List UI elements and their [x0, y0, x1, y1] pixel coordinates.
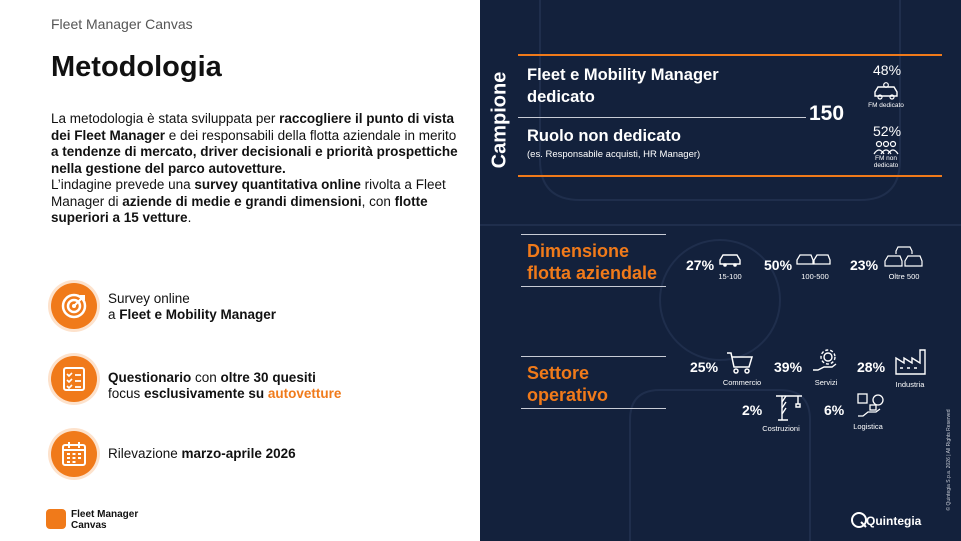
sector-pct-logistica: 6%: [824, 402, 845, 418]
fleet-caption-2: 100-500: [801, 272, 829, 281]
sector-bottom-line: [521, 408, 666, 409]
fleet-pct-1: 27%: [686, 257, 715, 273]
fleet-pct-2: 50%: [764, 257, 793, 273]
sector-caption-logistica: Logistica: [853, 422, 883, 431]
logo-icon: [46, 509, 66, 529]
sector-caption-commercio: Commercio: [722, 378, 762, 387]
sample-row2-sub: (es. Responsabile acquisti, HR Manager): [527, 149, 701, 160]
target-icon: [51, 283, 97, 329]
sample-row1-title: Fleet e Mobility Manager dedicato: [527, 66, 719, 106]
sample-top-line: [518, 54, 942, 56]
sector-caption-costruzioni: Costruzioni: [762, 424, 800, 433]
calendar-icon: [51, 431, 97, 477]
car-icon: [719, 254, 741, 267]
quintegia-brand: Quintegia: [866, 514, 922, 528]
left-panel: Fleet Manager Canvas Metodologia La meto…: [0, 0, 480, 541]
intro-paragraph: La metodologia è stata sviluppata per ra…: [51, 111, 458, 225]
gear-hand-icon: [813, 349, 837, 371]
people-icon: [873, 140, 899, 155]
factory-icon: [895, 349, 926, 375]
car-person-icon: [874, 82, 898, 100]
page-title: Metodologia: [51, 51, 222, 83]
feature-questionnaire: Questionario con oltre 30 quesiti focus …: [108, 370, 342, 401]
cart-icon: [727, 352, 754, 374]
sector-pct-industria: 28%: [857, 359, 886, 375]
feature-survey: Survey online a Fleet e Mobility Manager: [108, 291, 277, 322]
sample-row1-caption: FM dedicato: [868, 102, 904, 109]
copyright: © Quintegia S.p.a. 2026 | All Rights Res…: [946, 409, 952, 511]
crane-icon: [776, 395, 802, 421]
sector-caption-industria: Industria: [895, 380, 925, 389]
sample-row1-pct: 48%: [873, 62, 902, 78]
sector-title: Settore operativo: [527, 363, 609, 405]
sector-caption-servizi: Servizi: [814, 378, 838, 387]
eyebrow: Fleet Manager Canvas: [51, 16, 193, 32]
logo-text: Fleet Manager Canvas: [71, 509, 139, 531]
sample-row2-caption: FM non dedicato: [873, 155, 899, 169]
sample-total: 150: [809, 102, 845, 125]
fleet-bottom-line: [521, 286, 666, 287]
fleet-pct-3: 23%: [850, 257, 879, 273]
right-panel: [480, 0, 961, 541]
checklist-icon: [51, 356, 97, 402]
fleet-top-line: [521, 234, 666, 235]
sector-pct-costruzioni: 2%: [742, 402, 763, 418]
sector-pct-commercio: 25%: [690, 359, 719, 375]
fleet-title: Dimensione flotta aziendale: [527, 241, 658, 283]
sector-top-line: [521, 356, 666, 357]
sample-divider: [518, 117, 806, 118]
fleet-caption-1: 15-100: [718, 272, 742, 281]
sample-label: Campione: [488, 71, 511, 169]
sample-row2-title: Ruolo non dedicato: [527, 127, 681, 145]
many-cars-icon: [884, 246, 923, 267]
sample-row2-pct: 52%: [873, 123, 902, 139]
sample-bottom-line: [518, 175, 942, 177]
logistics-icon: [857, 393, 884, 417]
two-cars-icon: [796, 254, 831, 265]
feature-period: Rilevazione marzo-aprile 2026: [108, 446, 296, 461]
sector-pct-servizi: 39%: [774, 359, 803, 375]
fleet-caption-3: Oltre 500: [888, 272, 920, 281]
quintegia-logo-icon: [851, 512, 867, 528]
